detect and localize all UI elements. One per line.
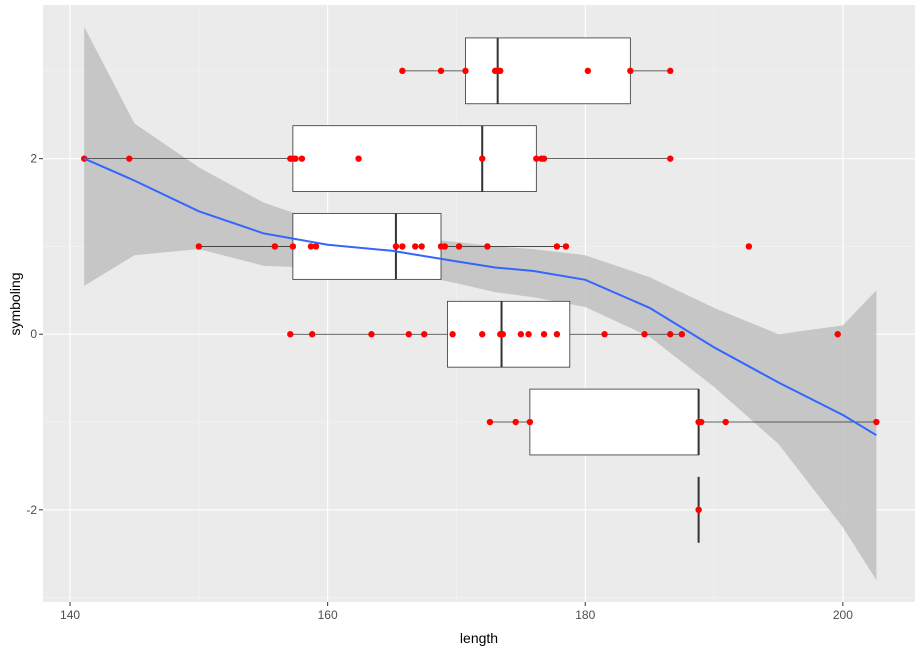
data-point [307,243,315,250]
data-point [601,331,608,338]
x-tick-label: 160 [318,608,338,622]
data-point [126,155,133,162]
x-tick-label: 180 [575,608,595,622]
data-point [455,243,463,250]
data-point [553,331,561,338]
box [465,37,631,105]
data-point [355,155,362,162]
data-point [525,331,532,338]
data-point [695,506,702,514]
data-point [308,331,316,338]
boxplot--1 [489,388,877,456]
axes: 140 160 180 200 -2 0 2 [26,152,853,622]
data-point [667,155,674,162]
data-point [678,331,686,338]
data-point [287,331,294,338]
data-point [479,331,486,338]
y-tick-label: 2 [30,152,37,166]
data-point [873,418,880,426]
data-point [441,243,449,250]
box [292,125,537,192]
data-point [517,331,525,338]
data-point [533,155,540,162]
x-tick-label: 140 [60,608,80,622]
data-point [421,331,428,338]
boxplots [84,37,877,543]
data-point [497,67,504,75]
data-point [512,418,519,426]
data-point [412,243,419,250]
data-point [271,243,279,250]
data-point [486,418,494,426]
data-point [627,67,634,75]
data-point [449,331,456,338]
data-point [479,155,486,162]
data-point [745,243,753,250]
data-point [667,331,674,338]
data-point [418,243,425,250]
data-point [562,243,570,250]
smooth-path [83,157,877,437]
data-point [368,331,375,338]
data-point [484,243,491,250]
data-point [834,331,841,338]
data-point [722,418,729,426]
boxplot-0 [290,300,841,368]
smooth-line [83,157,877,437]
box [529,388,700,456]
data-point [312,243,320,250]
data-point [399,67,406,75]
data-point [499,331,507,338]
data-point [540,331,548,338]
data-point [292,155,299,162]
data-point [298,155,306,162]
boxplot-2 [84,125,671,192]
data-point [553,243,561,250]
y-tick-label: 0 [30,327,37,341]
x-axis-title: length [460,630,498,646]
x-tick-label: 200 [833,608,853,622]
data-point [405,331,413,338]
data-point [667,67,674,75]
y-axis-title: symboling [7,272,23,335]
data-point [641,331,648,338]
data-point [697,418,705,426]
data-point [195,243,203,250]
data-point [462,67,469,75]
y-tick-label: -2 [26,503,37,517]
data-point [392,243,400,250]
data-point [584,67,592,75]
data-point [399,243,406,250]
data-point [540,155,548,162]
data-point [289,243,297,250]
data-point [437,67,445,75]
data-point [526,418,534,426]
box [447,300,571,368]
